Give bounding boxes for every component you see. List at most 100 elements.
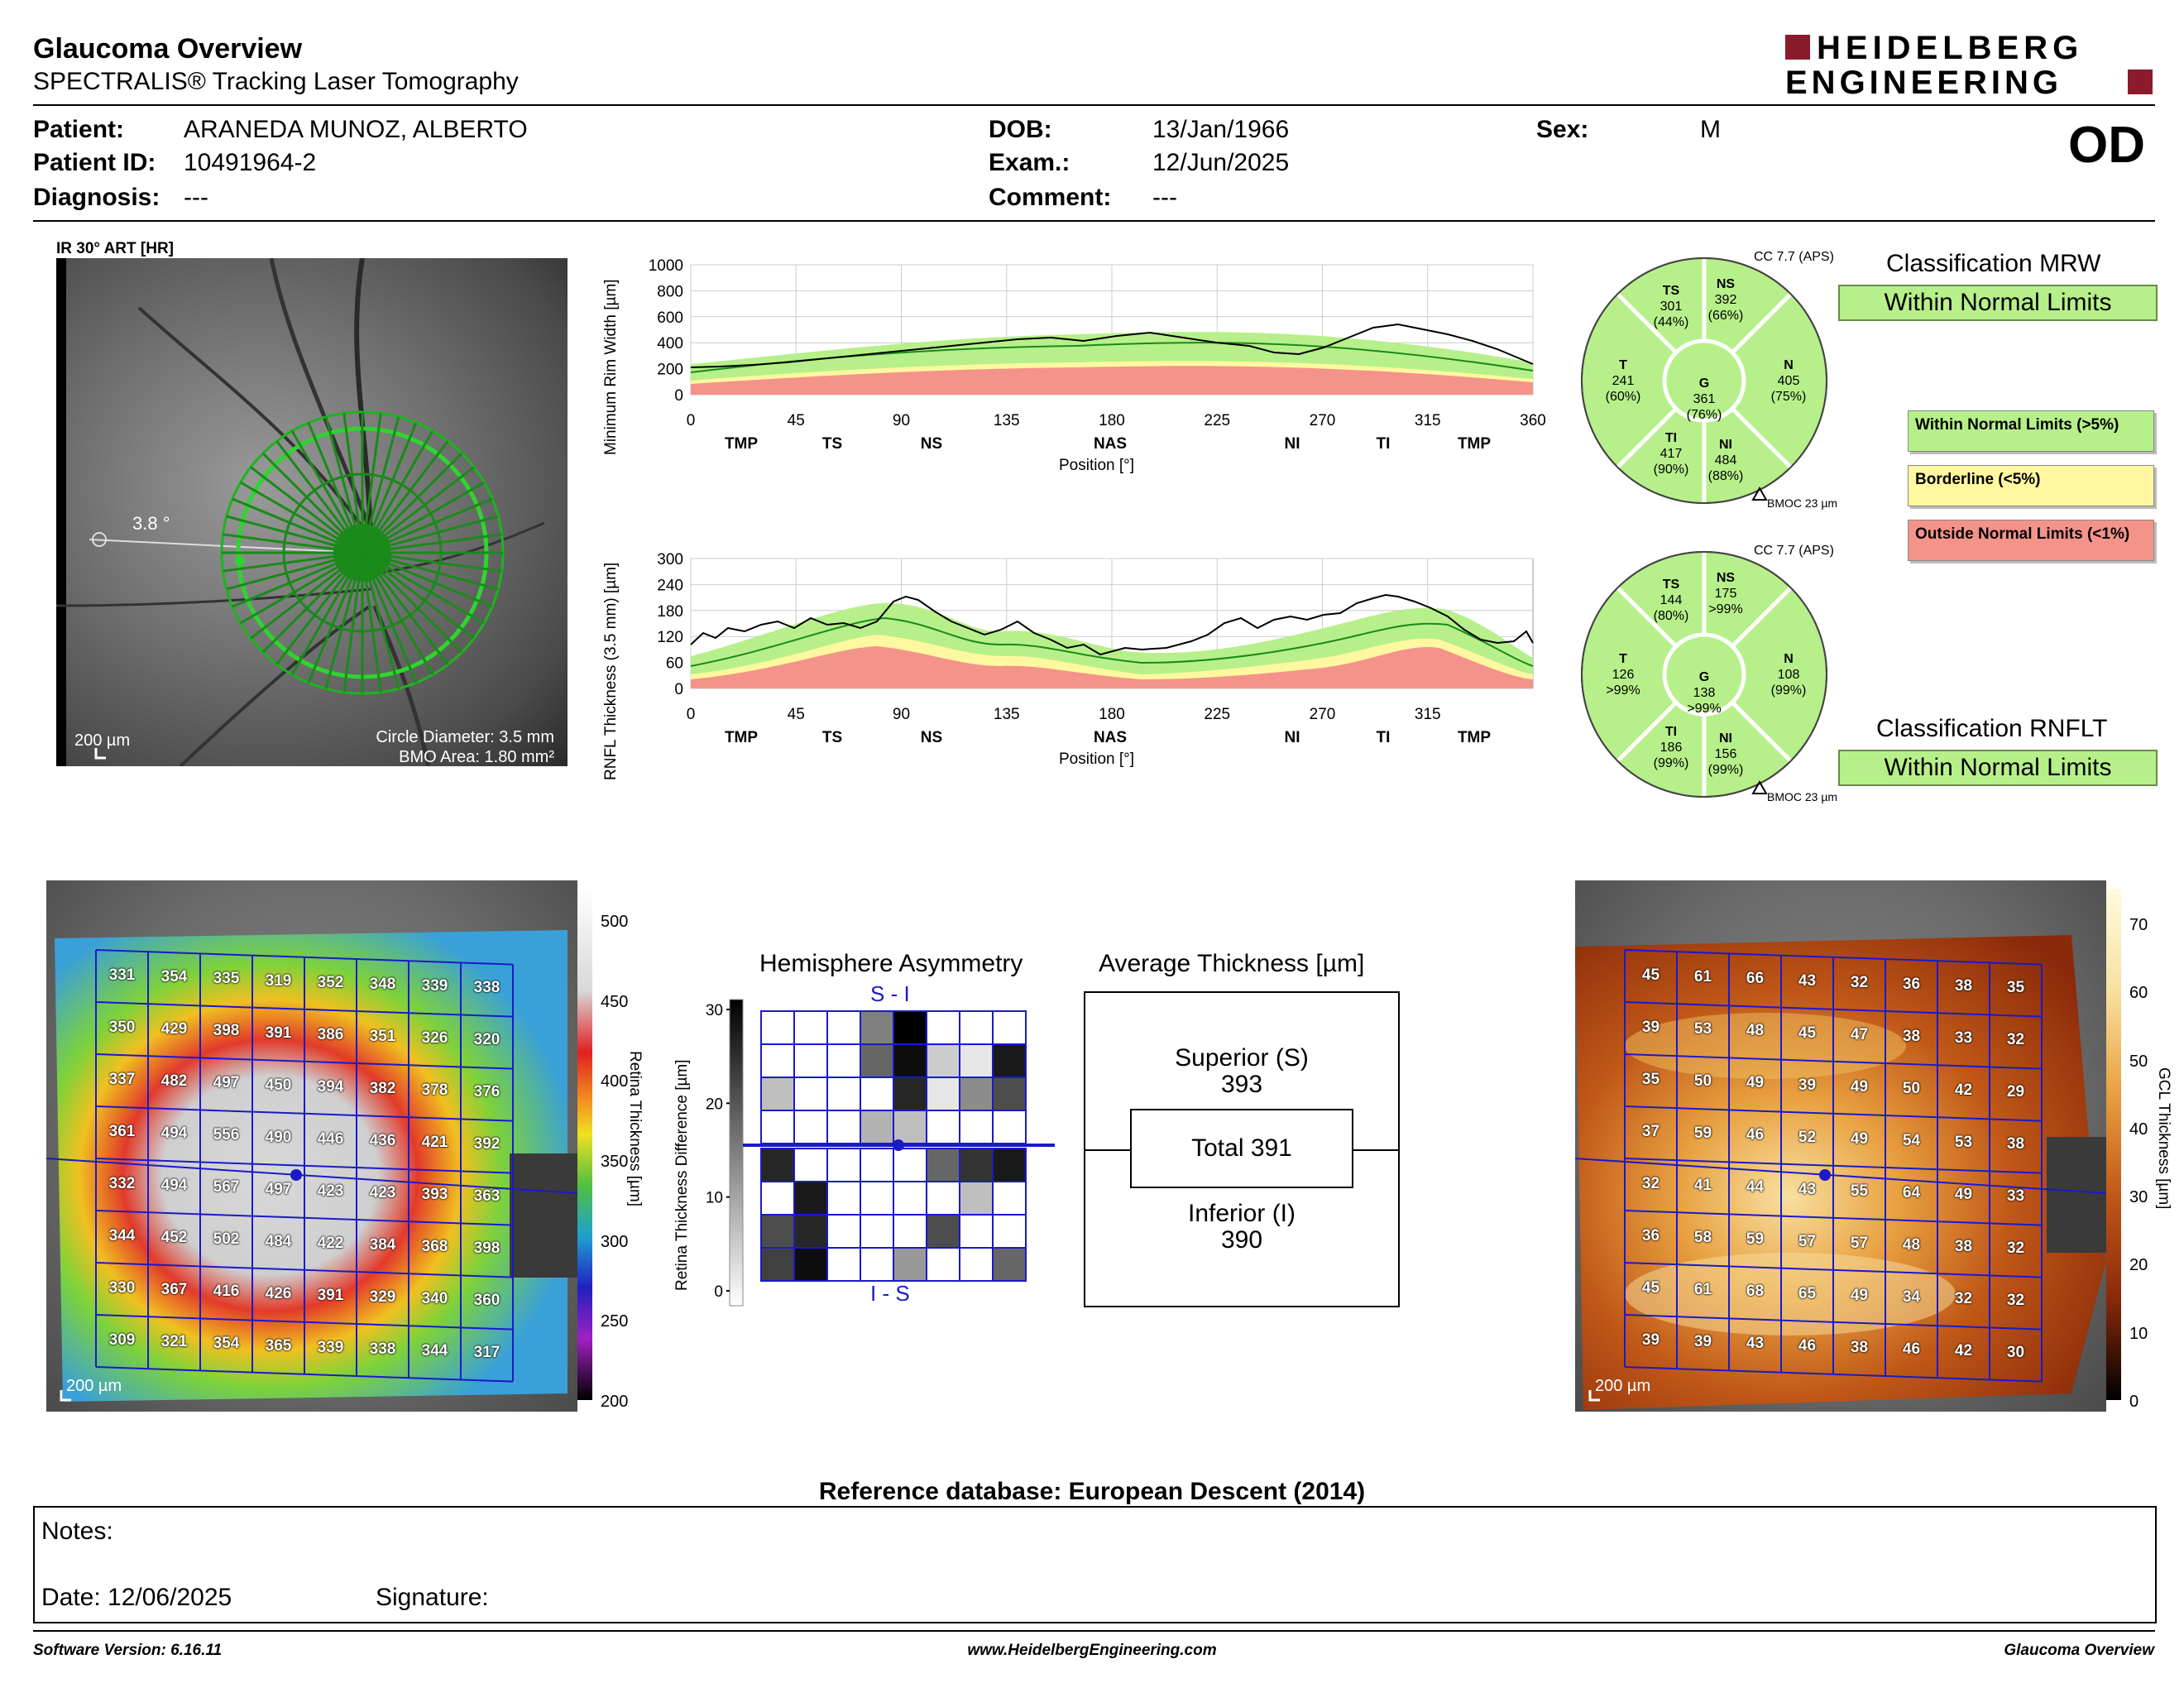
grid-cell-value: 423 <box>369 1184 396 1202</box>
grid-cell-value: 49 <box>1850 1129 1869 1148</box>
asymmetry-cell <box>760 1077 795 1111</box>
retina-colorbar <box>577 889 592 1400</box>
hemisphere-ytick: 0 <box>714 1283 723 1301</box>
rnfl-xtick: 90 <box>893 706 910 723</box>
grid-cell-value: 494 <box>160 1125 188 1143</box>
grid-cell-value: 556 <box>213 1126 240 1144</box>
mrw-pie-sector-ts: TS 301 (44%) <box>1653 284 1689 329</box>
mrw-xtick: 315 <box>1415 412 1441 429</box>
fixation-angle: 3.8 ° <box>132 513 170 534</box>
grid-cell-value: 337 <box>108 1071 136 1088</box>
grid-cell-value: 394 <box>317 1077 344 1096</box>
website-link[interactable]: www.HeidelbergEngineering.com <box>967 1642 1217 1659</box>
asymmetry-cell <box>793 1110 828 1144</box>
hemisphere-ytick: 20 <box>706 1096 723 1113</box>
patient-id: 10491964-2 <box>184 149 317 176</box>
hemisphere-ytick: 30 <box>706 1002 723 1019</box>
dob-label: DOB: <box>989 116 1052 143</box>
grid-cell-value: 33 <box>1954 1029 1973 1048</box>
mrw-classification-title: Classification MRW <box>1886 250 2101 277</box>
retina-colorbar-label: Retina Thickness [µm] <box>626 1051 644 1206</box>
grid-cell-value: 354 <box>160 968 188 986</box>
grid-cell-value: 339 <box>317 1338 344 1356</box>
grid-cell-value: 367 <box>160 1281 188 1299</box>
asymmetry-cell <box>860 1181 894 1216</box>
grid-cell-value: 344 <box>108 1227 136 1244</box>
asymmetry-cell <box>826 1181 861 1216</box>
grid-cell-value: 30 <box>2006 1344 2025 1362</box>
grid-cell-value: 422 <box>317 1234 344 1252</box>
rnfl-sector-label: TS <box>822 729 842 746</box>
grid-cell-value: 317 <box>473 1344 500 1362</box>
colorbar-tick: 40 <box>2129 1120 2148 1139</box>
mrw-xtick: 180 <box>1099 412 1125 429</box>
grid-cell-value: 321 <box>160 1333 188 1351</box>
retina-scale: 200 µm <box>66 1377 122 1395</box>
mrw-chart: 1000 800 600 400 200 0 0 45 90 135 180 225 270 315 36… <box>602 248 1547 488</box>
mrw-sector-label: NAS <box>1094 435 1127 453</box>
asymmetry-cell <box>893 1148 927 1182</box>
mrw-pie-sector-ni: NI 484 (88%) <box>1707 438 1744 483</box>
hemisphere-ytick: 10 <box>706 1190 723 1207</box>
circle-diameter: Circle Diameter: 3.5 mm <box>376 728 554 746</box>
date-label: Date: 12/06/2025 <box>41 1584 232 1611</box>
mrw-sector-pie <box>1580 248 1845 513</box>
mrw-sector-label: TI <box>1377 435 1391 453</box>
grid-cell-value: 45 <box>1798 1024 1817 1042</box>
average-thickness-box: Superior (S) 393 Total 391 Inferior (I) … <box>1084 991 1400 1307</box>
colorbar-tick: 300 <box>601 1232 629 1251</box>
colorbar-tick: 70 <box>2129 916 2148 934</box>
grid-cell-value: 360 <box>473 1292 500 1310</box>
report-name: Glaucoma Overview <box>2004 1642 2154 1659</box>
grid-cell-value: 384 <box>369 1236 396 1254</box>
colorbar-tick: 0 <box>2129 1393 2139 1411</box>
asymmetry-cell <box>893 1247 927 1282</box>
grid-cell-value: 34 <box>1902 1288 1921 1307</box>
rnflt-classification-result: Within Normal Limits <box>1838 750 2158 786</box>
asymmetry-cell <box>893 1214 927 1249</box>
asymmetry-cell <box>760 1043 795 1078</box>
grid-cell-value: 42 <box>1954 1342 1973 1360</box>
sex-value: M <box>1700 116 1721 143</box>
grid-cell-value: 45 <box>1641 966 1660 984</box>
mrw-xtick: 0 <box>687 412 696 429</box>
comment-label: Comment: <box>989 184 1112 211</box>
grid-cell-value: 320 <box>473 1031 500 1049</box>
asymmetry-cell <box>793 1010 828 1045</box>
mrw-pie-sector-n: N 405 (75%) <box>1770 358 1807 404</box>
grid-cell-value: 567 <box>213 1178 240 1196</box>
inferior-label: Inferior (I) <box>1187 1200 1296 1227</box>
grid-cell-value: 446 <box>317 1129 344 1148</box>
asymmetry-cell <box>992 1077 1027 1111</box>
grid-cell-value: 351 <box>369 1028 396 1046</box>
asymmetry-cell <box>860 1247 894 1282</box>
grid-cell-value: 53 <box>1693 1020 1712 1038</box>
rnfl-ytick: 0 <box>674 681 683 698</box>
grid-cell-value: 32 <box>1850 973 1869 991</box>
fundus-scale: 200 µm <box>74 731 131 750</box>
grid-cell-value: 39 <box>1641 1019 1660 1036</box>
rnfl-pie-sector-ts: TS 144 (80%) <box>1653 578 1689 623</box>
asymmetry-cell <box>959 1148 994 1182</box>
grid-cell-value: 59 <box>1693 1125 1712 1143</box>
rnfl-sector-label: NAS <box>1094 729 1127 746</box>
notes-box[interactable]: Notes: Date: 12/06/2025 Signature: <box>33 1506 2157 1623</box>
rnfl-sector-label: TMP <box>1458 729 1491 746</box>
rnfl-sector-label: NS <box>921 729 942 746</box>
patient-id-label: Patient ID: <box>33 149 156 176</box>
hemisphere-bottom-label: I - S <box>870 1281 910 1306</box>
grid-cell-value: 339 <box>421 977 448 995</box>
grid-cell-value: 376 <box>473 1083 500 1101</box>
grid-cell-value: 43 <box>1798 1180 1817 1198</box>
asymmetry-cell <box>760 1247 795 1282</box>
asymmetry-cell <box>760 1010 795 1045</box>
gcl-colorbar <box>2106 889 2121 1400</box>
asymmetry-cell <box>893 1077 927 1111</box>
grid-cell-value: 378 <box>421 1081 448 1100</box>
rnfl-ytick: 300 <box>657 551 683 568</box>
grid-cell-value: 490 <box>265 1128 292 1146</box>
asymmetry-cell <box>893 1181 927 1216</box>
grid-cell-value: 32 <box>1641 1175 1660 1192</box>
software-version: Software Version: 6.16.11 <box>33 1642 223 1659</box>
grid-cell-value: 393 <box>421 1186 448 1204</box>
